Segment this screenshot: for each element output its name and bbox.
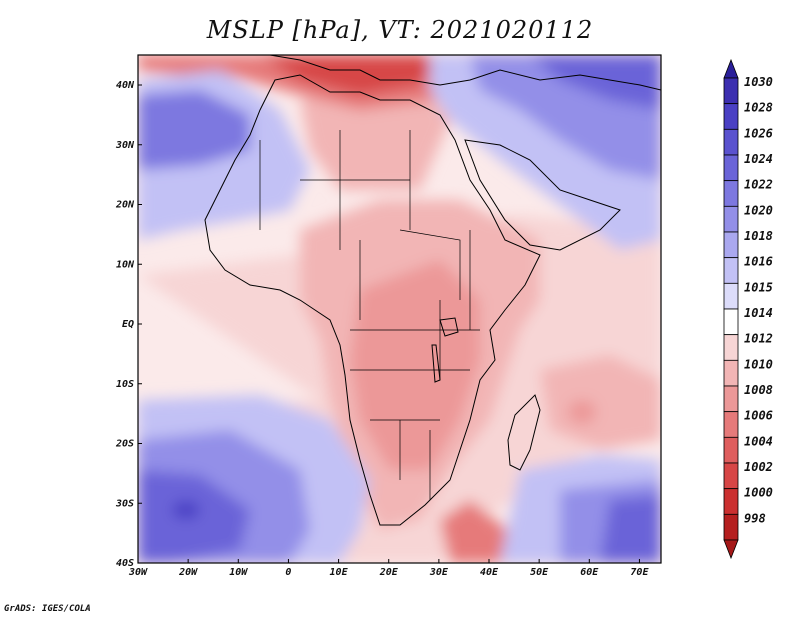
y-tick-label: 20S [115,439,134,450]
colorbar-label: 1018 [744,229,773,243]
lake-victoria [439,317,459,337]
plot-frame [137,54,662,564]
mediterranean-low-core [260,55,440,95]
colorbar-label: 1015 [744,280,773,294]
madagascar-coastline [507,394,541,471]
europe-coastline [269,55,661,91]
colorbar-label: 1010 [744,357,773,371]
colorbar-swatch [723,205,739,233]
x-tick-label: 50E [530,567,549,578]
colorbar-label: 1024 [744,152,773,166]
x-tick-label: 30W [128,567,148,578]
y-axis: 40N 30N 20N 10N EQ 10S 20S 30S 40S [115,80,142,569]
colorbar-top-arrow [723,58,739,79]
x-tick-label: 60E [580,567,599,578]
colorbar-swatch [723,385,739,413]
colorbar-label: 1012 [744,332,773,346]
colorbar: 1030 1028 1026 1024 1022 1020 1018 1016 1015 1014… [723,58,773,560]
y-tick-label: 40S [116,558,134,569]
x-tick-label: 20W [178,567,198,578]
colorbar-swatch [723,411,739,438]
colorbar-swatch [723,359,739,387]
colorbar-label: 1028 [744,101,773,115]
colorbar-swatch [723,103,739,130]
colorbar-label: 998 [744,511,766,525]
indian-ocean-high-core [600,495,661,563]
arabia-coastline [464,139,621,251]
colorbar-swatch [723,436,739,464]
colorbar-label: 1000 [744,486,773,500]
africa-coastline [204,74,541,526]
colorbar-label: 1016 [744,255,773,269]
south-atlantic-high-center [172,501,200,519]
x-tick-label: 10E [330,567,349,578]
colorbar-label: 1022 [744,178,773,192]
low-pressure-core [350,260,480,470]
asian-high-core [530,55,661,110]
x-tick-label: 70E [630,567,649,578]
x-tick-label: 20E [379,567,399,578]
colorbar-label: 1002 [744,460,773,474]
y-tick-label: 30S [115,498,134,509]
colorbar-bottom-arrow [723,539,739,560]
low-pressure-cell [568,400,596,424]
colorbar-label: 1014 [744,306,773,320]
colorbar-swatch [723,154,739,182]
colorbar-label: 1006 [744,409,773,423]
colorbar-label: 1020 [744,203,773,217]
colorbar-swatch [723,308,739,336]
colorbar-swatch [723,462,739,490]
colorbar-swatch [723,513,739,541]
y-tick-label: 30N [115,140,135,151]
lake-tanganyika [431,344,441,383]
coastlines [204,55,661,526]
x-tick-label: 30E [429,567,449,578]
colorbar-swatch [723,128,739,156]
colorbar-swatch [723,257,739,284]
y-tick-label: 40N [116,80,135,91]
colorbar-swatch [723,77,739,105]
y-tick-label: 10S [116,379,134,390]
pressure-field [138,55,661,563]
azores-high [138,90,250,170]
x-axis: 30W 20W 10W 0 10E 20E 30E 40E 50E 60E 70E [128,559,649,578]
y-tick-label: EQ [122,319,134,330]
map-title: MSLP [hPa], VT: 2021020112 [206,16,594,44]
colorbar-label: 1026 [744,126,773,140]
x-tick-label: 0 [285,567,291,578]
colorbar-label: 1030 [744,75,773,89]
low-pressure-north [300,80,450,190]
colorbar-swatch [723,488,739,515]
colorbar-label: 1004 [744,434,773,448]
interior-borders [259,130,480,500]
x-tick-label: 40E [480,567,499,578]
credit-label: GrADS: IGES/COLA [4,604,91,614]
colorbar-label: 1008 [744,383,773,397]
y-tick-label: 10N [116,259,135,270]
colorbar-swatch [723,334,739,361]
x-tick-label: 10W [229,567,248,578]
colorbar-swatch [723,231,739,259]
y-tick-label: 20N [115,200,135,211]
colorbar-swatch [723,180,739,207]
colorbar-swatch [723,282,739,310]
low-pressure-madagascar-east [540,355,661,450]
